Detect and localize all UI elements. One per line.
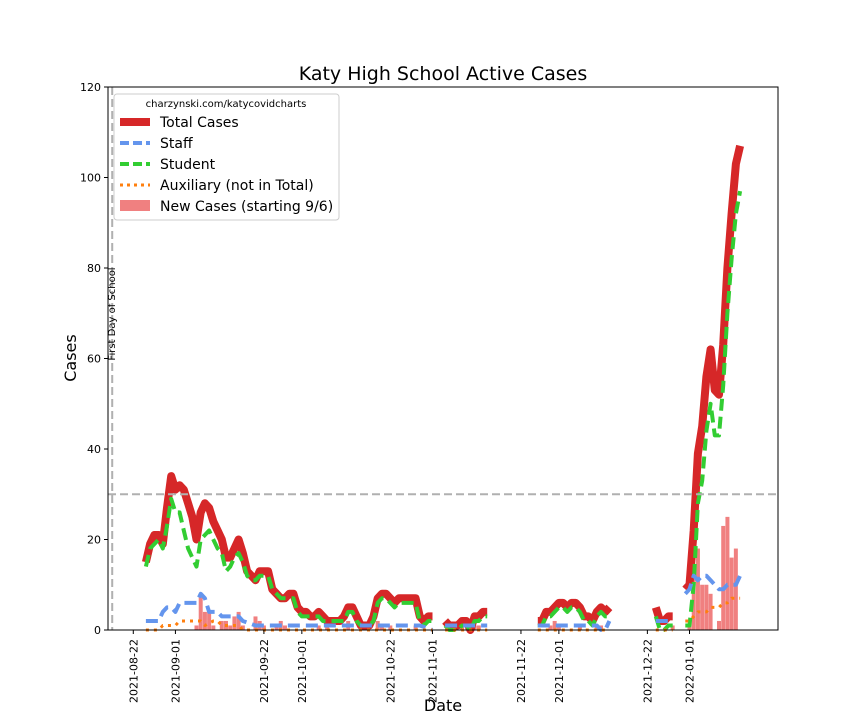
x-tick-label: 2021-09-01 xyxy=(169,639,182,703)
new-cases-bar xyxy=(729,557,734,630)
new-cases-bar xyxy=(375,620,380,630)
new-cases-bar xyxy=(708,593,713,630)
chart-title: Katy High School Active Cases xyxy=(299,63,588,85)
total-cases-line xyxy=(682,144,744,593)
y-tick-label: 100 xyxy=(80,172,101,185)
new-cases-bar xyxy=(733,548,738,630)
student-line xyxy=(143,496,433,628)
x-tick-label: 2021-11-01 xyxy=(426,639,439,703)
legend-entry: Total Cases xyxy=(159,115,239,131)
x-tick-label: 2021-12-01 xyxy=(553,639,566,703)
x-axis-label: Date xyxy=(424,696,462,715)
x-tick-label: 2021-10-01 xyxy=(296,639,309,703)
legend: charzynski.com/katycovidcharts Total Case… xyxy=(113,93,340,221)
new-cases-bar xyxy=(413,625,418,630)
y-tick-label: 120 xyxy=(80,81,101,94)
y-tick-label: 80 xyxy=(87,262,101,275)
y-tick-label: 60 xyxy=(87,353,101,366)
new-cases-bar xyxy=(704,584,709,630)
x-tick-label: 2022-01-01 xyxy=(684,639,697,703)
new-cases-bar xyxy=(700,584,705,630)
new-cases-bar xyxy=(379,625,384,630)
new-cases-bar xyxy=(198,593,203,630)
new-cases-bar xyxy=(202,611,207,630)
new-cases-bar xyxy=(236,611,241,630)
legend-entry: New Cases (starting 9/6) xyxy=(160,199,333,215)
first-day-label: First Day of School xyxy=(107,267,118,360)
new-cases-bar xyxy=(476,625,481,630)
legend-entry: Student xyxy=(160,157,216,173)
legend-entry: Auxiliary (not in Total) xyxy=(160,178,314,194)
new-cases-bar xyxy=(717,620,722,630)
legend-swatch xyxy=(120,200,150,211)
new-cases-bar xyxy=(211,625,216,630)
y-tick-label: 40 xyxy=(87,443,101,456)
new-cases-bar xyxy=(552,620,557,630)
new-cases-bar xyxy=(194,625,199,630)
x-tick-label: 2021-09-22 xyxy=(258,639,271,703)
new-cases-bar xyxy=(316,625,321,630)
y-axis-label: Cases xyxy=(61,334,80,382)
new-cases-bar xyxy=(325,625,330,630)
new-cases-bar xyxy=(274,625,279,630)
new-cases-bar xyxy=(228,625,233,630)
new-cases-bar xyxy=(687,625,692,630)
new-cases-bar xyxy=(232,616,237,630)
x-tick-label: 2021-08-22 xyxy=(127,639,140,703)
legend-entry: Staff xyxy=(160,136,193,152)
legend-box xyxy=(113,93,340,221)
new-cases-bar xyxy=(282,625,287,630)
new-cases-bar xyxy=(577,625,582,630)
staff-line xyxy=(683,573,742,596)
new-cases-bar xyxy=(240,625,245,630)
auxiliary-not-in-total-line xyxy=(685,596,741,623)
new-cases-bar xyxy=(261,625,266,630)
y-tick-label: 0 xyxy=(94,624,101,637)
new-cases-bar xyxy=(388,625,393,630)
x-tick-label: 2021-12-22 xyxy=(641,639,654,703)
new-cases-bar xyxy=(556,625,561,630)
new-cases-bar xyxy=(725,516,730,630)
legend-title: charzynski.com/katycovidcharts xyxy=(146,99,307,110)
new-cases-bar xyxy=(548,625,553,630)
reference-lines: First Day of School xyxy=(107,87,778,630)
new-cases-bar xyxy=(253,616,258,630)
x-tick-label: 2021-11-22 xyxy=(515,639,528,703)
x-axis-ticks: 2021-08-22 2021-09-01 2021-09-22 2021-10-01… xyxy=(127,630,697,703)
staff-line xyxy=(145,591,434,632)
new-cases-bar xyxy=(691,566,696,630)
new-cases-bar xyxy=(670,625,675,630)
new-cases-bar xyxy=(695,548,700,630)
new-cases-bar xyxy=(219,620,224,630)
student-line xyxy=(685,190,743,628)
new-cases-bar xyxy=(207,611,212,630)
total-cases-line xyxy=(537,598,613,625)
new-cases-bar xyxy=(721,525,726,630)
y-axis-ticks: 0 20 40 60 80 100 120 xyxy=(80,81,108,637)
y-tick-label: 20 xyxy=(87,534,101,547)
total-cases-line xyxy=(142,472,433,630)
x-tick-label: 2021-10-22 xyxy=(384,639,397,703)
